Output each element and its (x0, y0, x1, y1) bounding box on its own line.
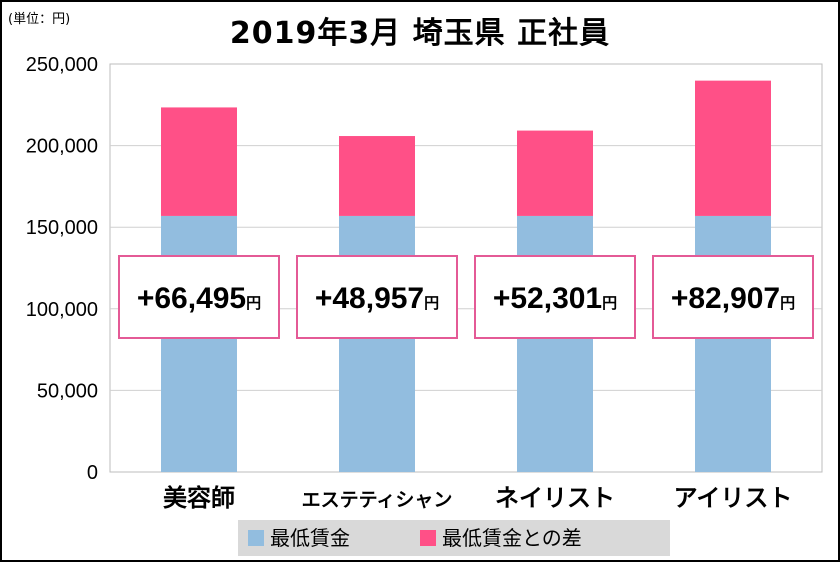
y-tick-label: 200,000 (26, 136, 98, 158)
data-label-box (474, 255, 636, 339)
unit-label: (単位：円) (8, 12, 71, 27)
y-tick-label: 0 (87, 462, 98, 484)
bar-diff (161, 107, 237, 216)
bar-diff (339, 136, 415, 216)
bar-base (161, 215, 237, 472)
data-label: +48,957円 (315, 282, 439, 315)
legend-swatch (248, 530, 264, 546)
legend-background (238, 520, 670, 556)
bar-base (339, 215, 415, 472)
bar-base (695, 215, 771, 472)
y-tick-label: 50,000 (37, 380, 98, 402)
y-tick-label: 250,000 (26, 54, 98, 76)
x-tick-label: ネイリスト (495, 484, 615, 512)
data-label: +66,495円 (137, 282, 261, 315)
plot-area-border (109, 63, 823, 473)
legend-label: 最低賃金 (270, 526, 350, 550)
bar-diff (517, 130, 593, 216)
legend-swatch (420, 530, 436, 546)
bar-diff (695, 80, 771, 216)
y-tick-label: 150,000 (26, 217, 98, 239)
y-tick-label: 100,000 (26, 299, 98, 321)
bar-base (517, 215, 593, 472)
data-label-box (118, 255, 280, 339)
data-label: +52,301円 (493, 282, 617, 315)
legend-label: 最低賃金との差 (442, 526, 582, 550)
data-label-box (296, 255, 458, 339)
x-tick-label: 美容師 (163, 484, 235, 512)
x-tick-label: アイリスト (674, 484, 793, 512)
chart-title: 2019年3月 埼玉県 正社員 (229, 16, 611, 51)
x-tick-label: エステティシャン (302, 489, 453, 511)
data-label: +82,907円 (671, 282, 795, 315)
legend: 最低賃金 最低賃金との差 (238, 520, 670, 556)
data-label-box (652, 255, 814, 339)
